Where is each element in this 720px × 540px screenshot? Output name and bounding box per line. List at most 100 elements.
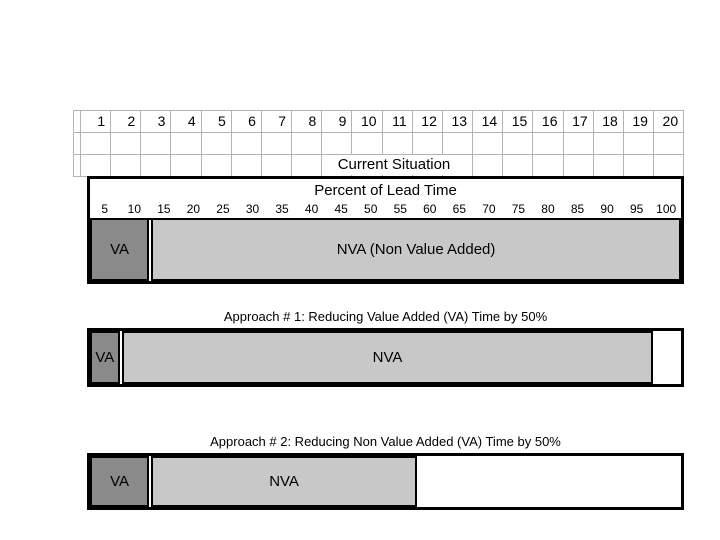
grid-column-header: 2 — [111, 111, 142, 133]
percent-tick-label: 25 — [216, 202, 230, 216]
grid-cell — [141, 133, 172, 155]
percent-tick-label: 80 — [541, 202, 555, 216]
approach-1-va-segment: VA — [90, 331, 120, 384]
percent-tick-label: 60 — [423, 202, 437, 216]
percent-tick-label: 35 — [275, 202, 289, 216]
percent-of-lead-time-label: Percent of Lead Time — [314, 182, 457, 199]
grid-column-header: 7 — [261, 111, 293, 133]
approach-2-bar: VA NVA — [87, 453, 684, 510]
grid-column-header: 9 — [322, 111, 353, 133]
grid-column-header: 3 — [141, 111, 172, 133]
grid-cell — [503, 133, 534, 155]
grid-cell — [593, 133, 624, 155]
grid-column-header: 16 — [533, 111, 564, 133]
grid-column-header: 13 — [442, 111, 474, 133]
grid-cell — [653, 155, 685, 177]
percent-tick-label: 100 — [656, 202, 677, 216]
current-va-segment: VA — [90, 220, 150, 281]
grid-column-header: 18 — [593, 111, 624, 133]
grid-cell — [201, 133, 232, 155]
grid-column-header: 4 — [171, 111, 202, 133]
nva-segment-label: NVA — [269, 473, 299, 490]
grid-column-headers: 1 2 3 4 5 6 7 8 9 10 11 12 13 14 15 16 17 18 19 20 — [81, 111, 685, 133]
percent-tick-label: 55 — [393, 202, 407, 216]
nva-segment-label: NVA (Non Value Added) — [336, 241, 496, 258]
grid-column-header: 20 — [653, 111, 685, 133]
grid-cell — [261, 155, 293, 177]
grid-cell — [623, 155, 654, 177]
grid-cell — [623, 133, 654, 155]
grid-empty-cells — [81, 133, 685, 155]
current-situation-box: Percent of Lead Time 5 10 15 20 25 30 35 40 45 50… — [87, 176, 684, 284]
approach-2-va-segment: VA — [90, 456, 150, 507]
grid-cell — [201, 155, 232, 177]
grid-cell — [322, 133, 353, 155]
grid-header-row: 1 2 3 4 5 6 7 8 9 10 11 12 13 14 15 16 17 18 19 20 — [74, 111, 685, 133]
percent-tick-label: 20 — [186, 202, 201, 216]
grid-cell — [503, 155, 534, 177]
current-bar: VA NVA (Non Value Added) — [90, 218, 681, 281]
va-segment-label: VA — [110, 473, 129, 490]
grid-cell — [533, 133, 564, 155]
grid-column-header: 14 — [473, 111, 504, 133]
grid-column-header: 10 — [352, 111, 383, 133]
grid-cell — [412, 133, 443, 155]
grid-cell — [231, 133, 262, 155]
grid-column-header: 19 — [623, 111, 654, 133]
grid-cell — [292, 133, 323, 155]
grid-column-header: 12 — [412, 111, 443, 133]
percent-tick-label: 5 — [101, 202, 109, 216]
va-segment-label: VA — [110, 241, 129, 258]
grid-column-header: 6 — [231, 111, 262, 133]
percent-axis-ticks: 5 10 15 20 25 30 35 40 45 50 55 60 65 70 75 80 85 90 95 100 — [90, 201, 681, 218]
percent-tick-label: 40 — [304, 202, 319, 216]
grid-cell — [81, 133, 112, 155]
grid-cell — [593, 155, 624, 177]
percent-tick-label: 70 — [482, 202, 496, 216]
grid-cell — [473, 133, 504, 155]
grid-column-header: 5 — [201, 111, 232, 133]
grid-cell — [231, 155, 262, 177]
grid-cell — [533, 155, 564, 177]
approach-1-title: Approach # 1: Reducing Value Added (VA) … — [223, 309, 548, 324]
grid-sliver-cell — [74, 155, 81, 177]
grid-cell — [81, 155, 112, 177]
percent-tick-label: 95 — [629, 202, 644, 216]
grid-column-header: 8 — [292, 111, 323, 133]
grid-column-header: 17 — [563, 111, 594, 133]
percent-tick-label: 75 — [511, 202, 526, 216]
grid-cell — [111, 155, 142, 177]
grid-cell — [382, 133, 413, 155]
percent-tick-label: 10 — [127, 202, 141, 216]
approach-2-title: Approach # 2: Reducing Non Value Added (… — [210, 434, 561, 449]
grid-column-header: 11 — [382, 111, 413, 133]
grid-cell — [171, 155, 202, 177]
grid-cell — [563, 133, 594, 155]
percent-tick-label: 30 — [245, 202, 260, 216]
grid-cell — [473, 155, 504, 177]
grid-sliver-cell — [74, 111, 81, 133]
grid-cell — [141, 155, 172, 177]
approach-1-nva-segment: NVA — [121, 331, 654, 384]
nva-segment-label: NVA — [372, 349, 403, 366]
percent-tick-label: 65 — [452, 202, 467, 216]
current-situation-label: Current Situation — [331, 155, 457, 175]
approach-2-nva-segment: NVA — [151, 456, 418, 507]
grid-cell — [171, 133, 202, 155]
grid-cell — [261, 133, 293, 155]
grid-sliver-cell — [74, 133, 81, 155]
grid-cell — [563, 155, 594, 177]
va-segment-label: VA — [95, 349, 115, 366]
grid-cell — [111, 133, 142, 155]
percent-tick-label: 85 — [570, 202, 585, 216]
percent-tick-label: 50 — [364, 202, 378, 216]
grid-cell — [292, 155, 323, 177]
grid-cell — [653, 133, 685, 155]
grid-cell — [352, 133, 383, 155]
grid-empty-row — [74, 133, 685, 155]
percent-tick-label: 90 — [600, 202, 614, 216]
grid-column-header: 1 — [81, 111, 112, 133]
percent-tick-label: 45 — [334, 202, 348, 216]
current-nva-segment: NVA (Non Value Added) — [151, 220, 681, 281]
